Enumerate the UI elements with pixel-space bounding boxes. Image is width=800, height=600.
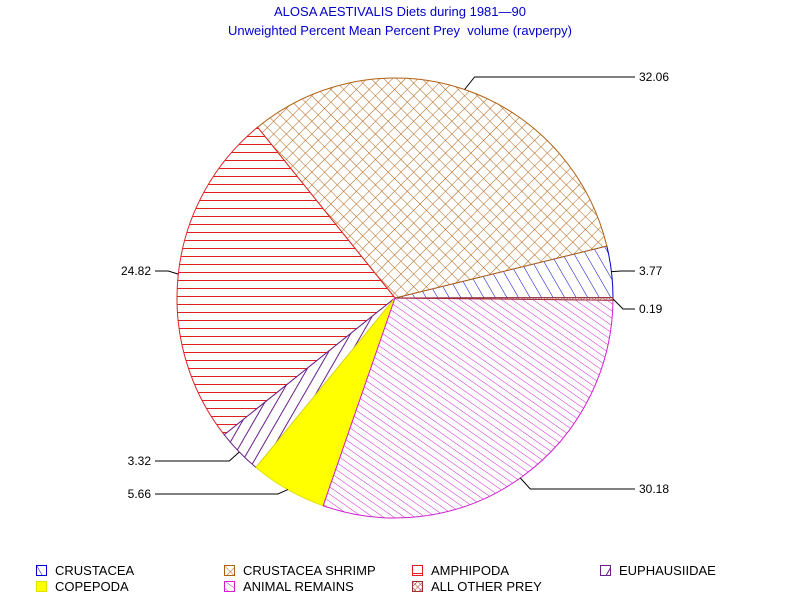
chart-subtitle: Unweighted Percent Mean Percent Prey vol… (228, 23, 572, 38)
legend-label: ALL OTHER PREY (431, 579, 542, 594)
data-label: 24.82 (121, 264, 151, 278)
legend-label: ANIMAL REMAINS (243, 579, 354, 594)
leader-line (519, 477, 635, 490)
legend-label: CRUSTACEA SHRIMP (243, 563, 376, 578)
data-label: 0.19 (639, 302, 663, 316)
leader-line (612, 298, 635, 310)
legend-swatch (600, 565, 611, 576)
legend-swatch (36, 565, 47, 576)
legend-swatch (224, 565, 235, 576)
data-label: 30.18 (639, 482, 669, 496)
legend-label: AMPHIPODA (431, 563, 510, 578)
legend: CRUSTACEA CRUSTACEA SHRIMP AMPHIPODA EUPHAU… (0, 560, 800, 600)
chart-title: ALOSA AESTIVALIS Diets during 1981—90 (274, 4, 526, 19)
data-label: 3.77 (639, 264, 663, 278)
legend-item: CRUSTACEA SHRIMP (224, 563, 376, 578)
data-label: 32.06 (639, 70, 669, 84)
legend-label: COPEPODA (55, 579, 129, 594)
legend-swatch (412, 565, 423, 576)
data-label: 5.66 (128, 487, 152, 501)
legend-item: ALL OTHER PREY (412, 579, 542, 594)
legend-swatch (36, 581, 47, 592)
pie-chart: 3.77 32.06 24.82 3.32 5.66 30.18 0.19 (121, 70, 669, 519)
legend-swatch (224, 581, 235, 592)
legend-swatch (412, 581, 423, 592)
legend-item: CRUSTACEA (36, 563, 134, 578)
legend-label: CRUSTACEA (55, 563, 135, 578)
legend-item: COPEPODA (36, 579, 129, 594)
leader-line (155, 270, 179, 275)
leader-line (464, 76, 635, 90)
legend-label: EUPHAUSIIDAE (619, 563, 716, 578)
leader-line (611, 270, 635, 273)
legend-item: AMPHIPODA (412, 563, 509, 578)
legend-item: ANIMAL REMAINS (224, 579, 354, 594)
leader-line (155, 451, 240, 462)
data-label: 3.32 (128, 454, 152, 468)
leader-line (155, 489, 289, 495)
legend-item: EUPHAUSIIDAE (600, 563, 716, 578)
pie-slice (256, 77, 608, 299)
